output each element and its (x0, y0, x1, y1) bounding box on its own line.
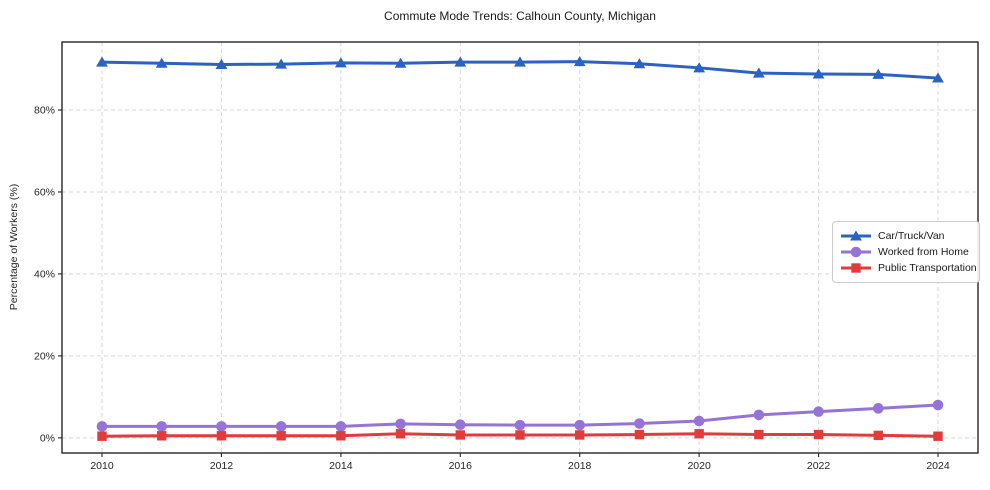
x-tick-label: 2022 (807, 460, 831, 472)
x-tick-label: 2014 (329, 460, 353, 472)
x-tick-label: 2024 (926, 460, 950, 472)
y-tick-label: 0% (40, 432, 55, 444)
y-tick-label: 60% (34, 186, 55, 198)
legend-line-triangle-icon (841, 230, 871, 241)
x-tick-label: 2018 (568, 460, 592, 472)
legend-label: Public Transportation (878, 262, 977, 274)
legend-item-worked-from-home: Worked from Home (840, 244, 971, 260)
y-tick-label: 80% (34, 105, 55, 117)
legend-item-car-truck-van: Car/Truck/Van (840, 228, 971, 244)
x-tick-label: 2020 (687, 460, 711, 472)
series-markers-car-truck-van (96, 56, 944, 83)
x-tick-label: 2012 (210, 460, 234, 472)
chart-title: Commute Mode Trends: Calhoun County, Mic… (384, 9, 656, 23)
legend-item-public-transportation: Public Transportation (840, 260, 977, 276)
x-tick-label: 2016 (449, 460, 473, 472)
x-tick-label: 2010 (90, 460, 114, 472)
legend-label: Car/Truck/Van (878, 230, 945, 242)
y-tick-label: 20% (34, 350, 55, 362)
legend-label: Worked from Home (878, 246, 969, 258)
legend: Car/Truck/Van Worked from Home Public Tr… (832, 221, 980, 283)
legend-line-square-icon (841, 263, 871, 273)
series-markers-worked-from-home (96, 399, 944, 432)
y-tick-label: 40% (34, 268, 55, 280)
series-markers-public-transportation (97, 429, 943, 441)
legend-line-circle-icon (841, 246, 871, 258)
